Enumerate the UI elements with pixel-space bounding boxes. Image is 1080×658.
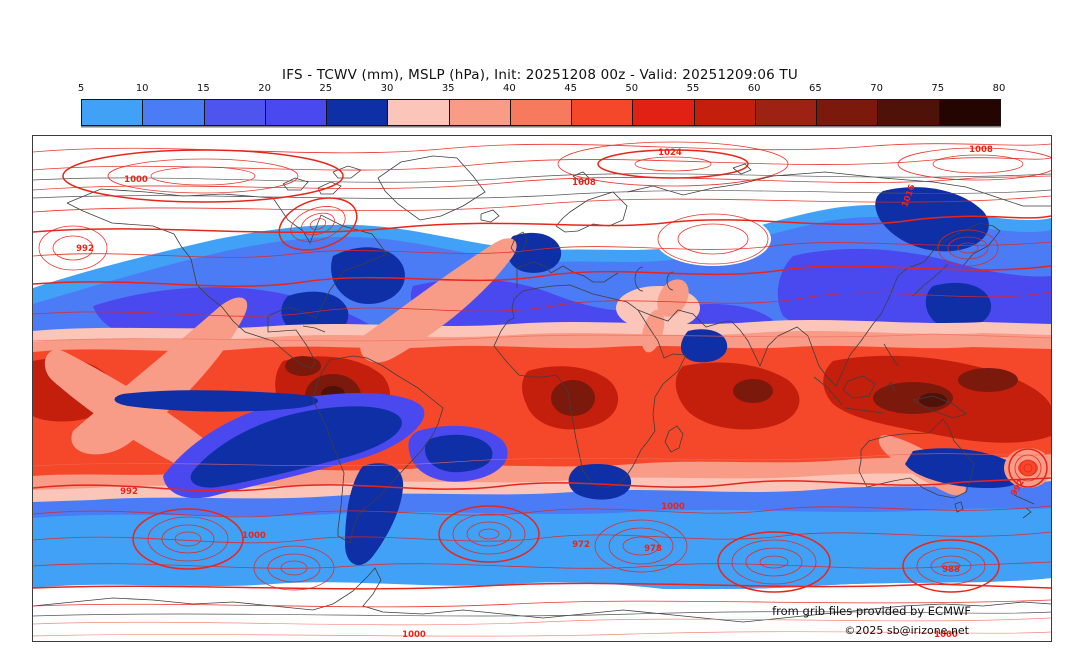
colorbar (81, 99, 1001, 126)
isobar-label: 972 (572, 540, 590, 550)
colorbar-cell (510, 100, 573, 125)
colorbar-tick-label: 20 (258, 83, 271, 94)
mslp-isobars (33, 141, 1051, 637)
colorbar-tick-label: 70 (870, 83, 883, 94)
colorbar-tick-label: 35 (441, 83, 455, 94)
colorbar-cell (878, 100, 940, 125)
colorbar-cell (388, 100, 450, 125)
coastlines (33, 155, 1051, 623)
isobar-label: 1000 (402, 630, 426, 640)
colorbar-tick-label: 25 (319, 83, 333, 94)
colorbar-tick-label: 55 (686, 83, 700, 94)
gray-contours (33, 173, 1051, 617)
colorbar-tick-label: 5 (77, 83, 85, 94)
colorbar-tick-label: 65 (809, 83, 822, 94)
isobar-label: 988 (942, 565, 960, 575)
isobar-label: 992 (120, 487, 138, 497)
colorbar-cell (755, 100, 818, 125)
colorbar-tick-label: 60 (747, 83, 761, 94)
colorbar-tick-label: 40 (503, 83, 516, 94)
colorbar-cell (449, 100, 511, 125)
colorbar-cell (817, 100, 879, 125)
isobar-label: 1000 (242, 531, 266, 541)
colorbar-cell (939, 100, 1000, 125)
colorbar-tick-label: 15 (197, 83, 210, 94)
colorbar-tick-label: 45 (564, 83, 577, 94)
colorbar-cell (694, 100, 756, 125)
colorbar-cell (633, 100, 695, 125)
colorbar-cell (572, 100, 634, 125)
tcwv-shading (33, 187, 1051, 641)
colorbar-tick-labels: 5 10 15 20 25 30 35 40 45 50 55 60 65 70 75 80 (77, 83, 1006, 95)
isobar-label: 1008 (969, 145, 993, 155)
colorbar-cell (82, 100, 144, 125)
colorbar-tick-label: 75 (931, 83, 945, 94)
colorbar-tick-label: 30 (380, 83, 394, 94)
colorbar-cell (265, 100, 328, 125)
attribution-source: from grib files provided by ECMWF (772, 604, 971, 618)
attribution-copyright: ©2025 sb@irizone.net (844, 624, 969, 637)
isobar-label: 1000 (934, 630, 958, 640)
colorbar-tick-label: 50 (625, 83, 639, 94)
page-title: IFS - TCWV (mm), MSLP (hPa), Init: 20251… (282, 67, 798, 83)
isobar-label: 1000 (661, 502, 685, 512)
isobar-label: 978 (644, 544, 662, 554)
colorbar-tick-label: 10 (135, 83, 149, 94)
isobar-label: 1008 (572, 178, 596, 188)
colorbar-cell (327, 100, 389, 125)
colorbar-cell (143, 100, 205, 125)
isobar-label: 1024 (658, 148, 682, 158)
tcwv-mslp-map-canvas (33, 141, 1051, 641)
isobar-label: 1000 (124, 175, 148, 185)
isobar-label: 992 (76, 244, 94, 254)
colorbar-cell (204, 100, 266, 125)
world-map: 1000 992 1024 1008 1008 1016 1000 992 972 978 1000… (32, 135, 1052, 642)
colorbar-tick-label: 80 (992, 83, 1006, 94)
